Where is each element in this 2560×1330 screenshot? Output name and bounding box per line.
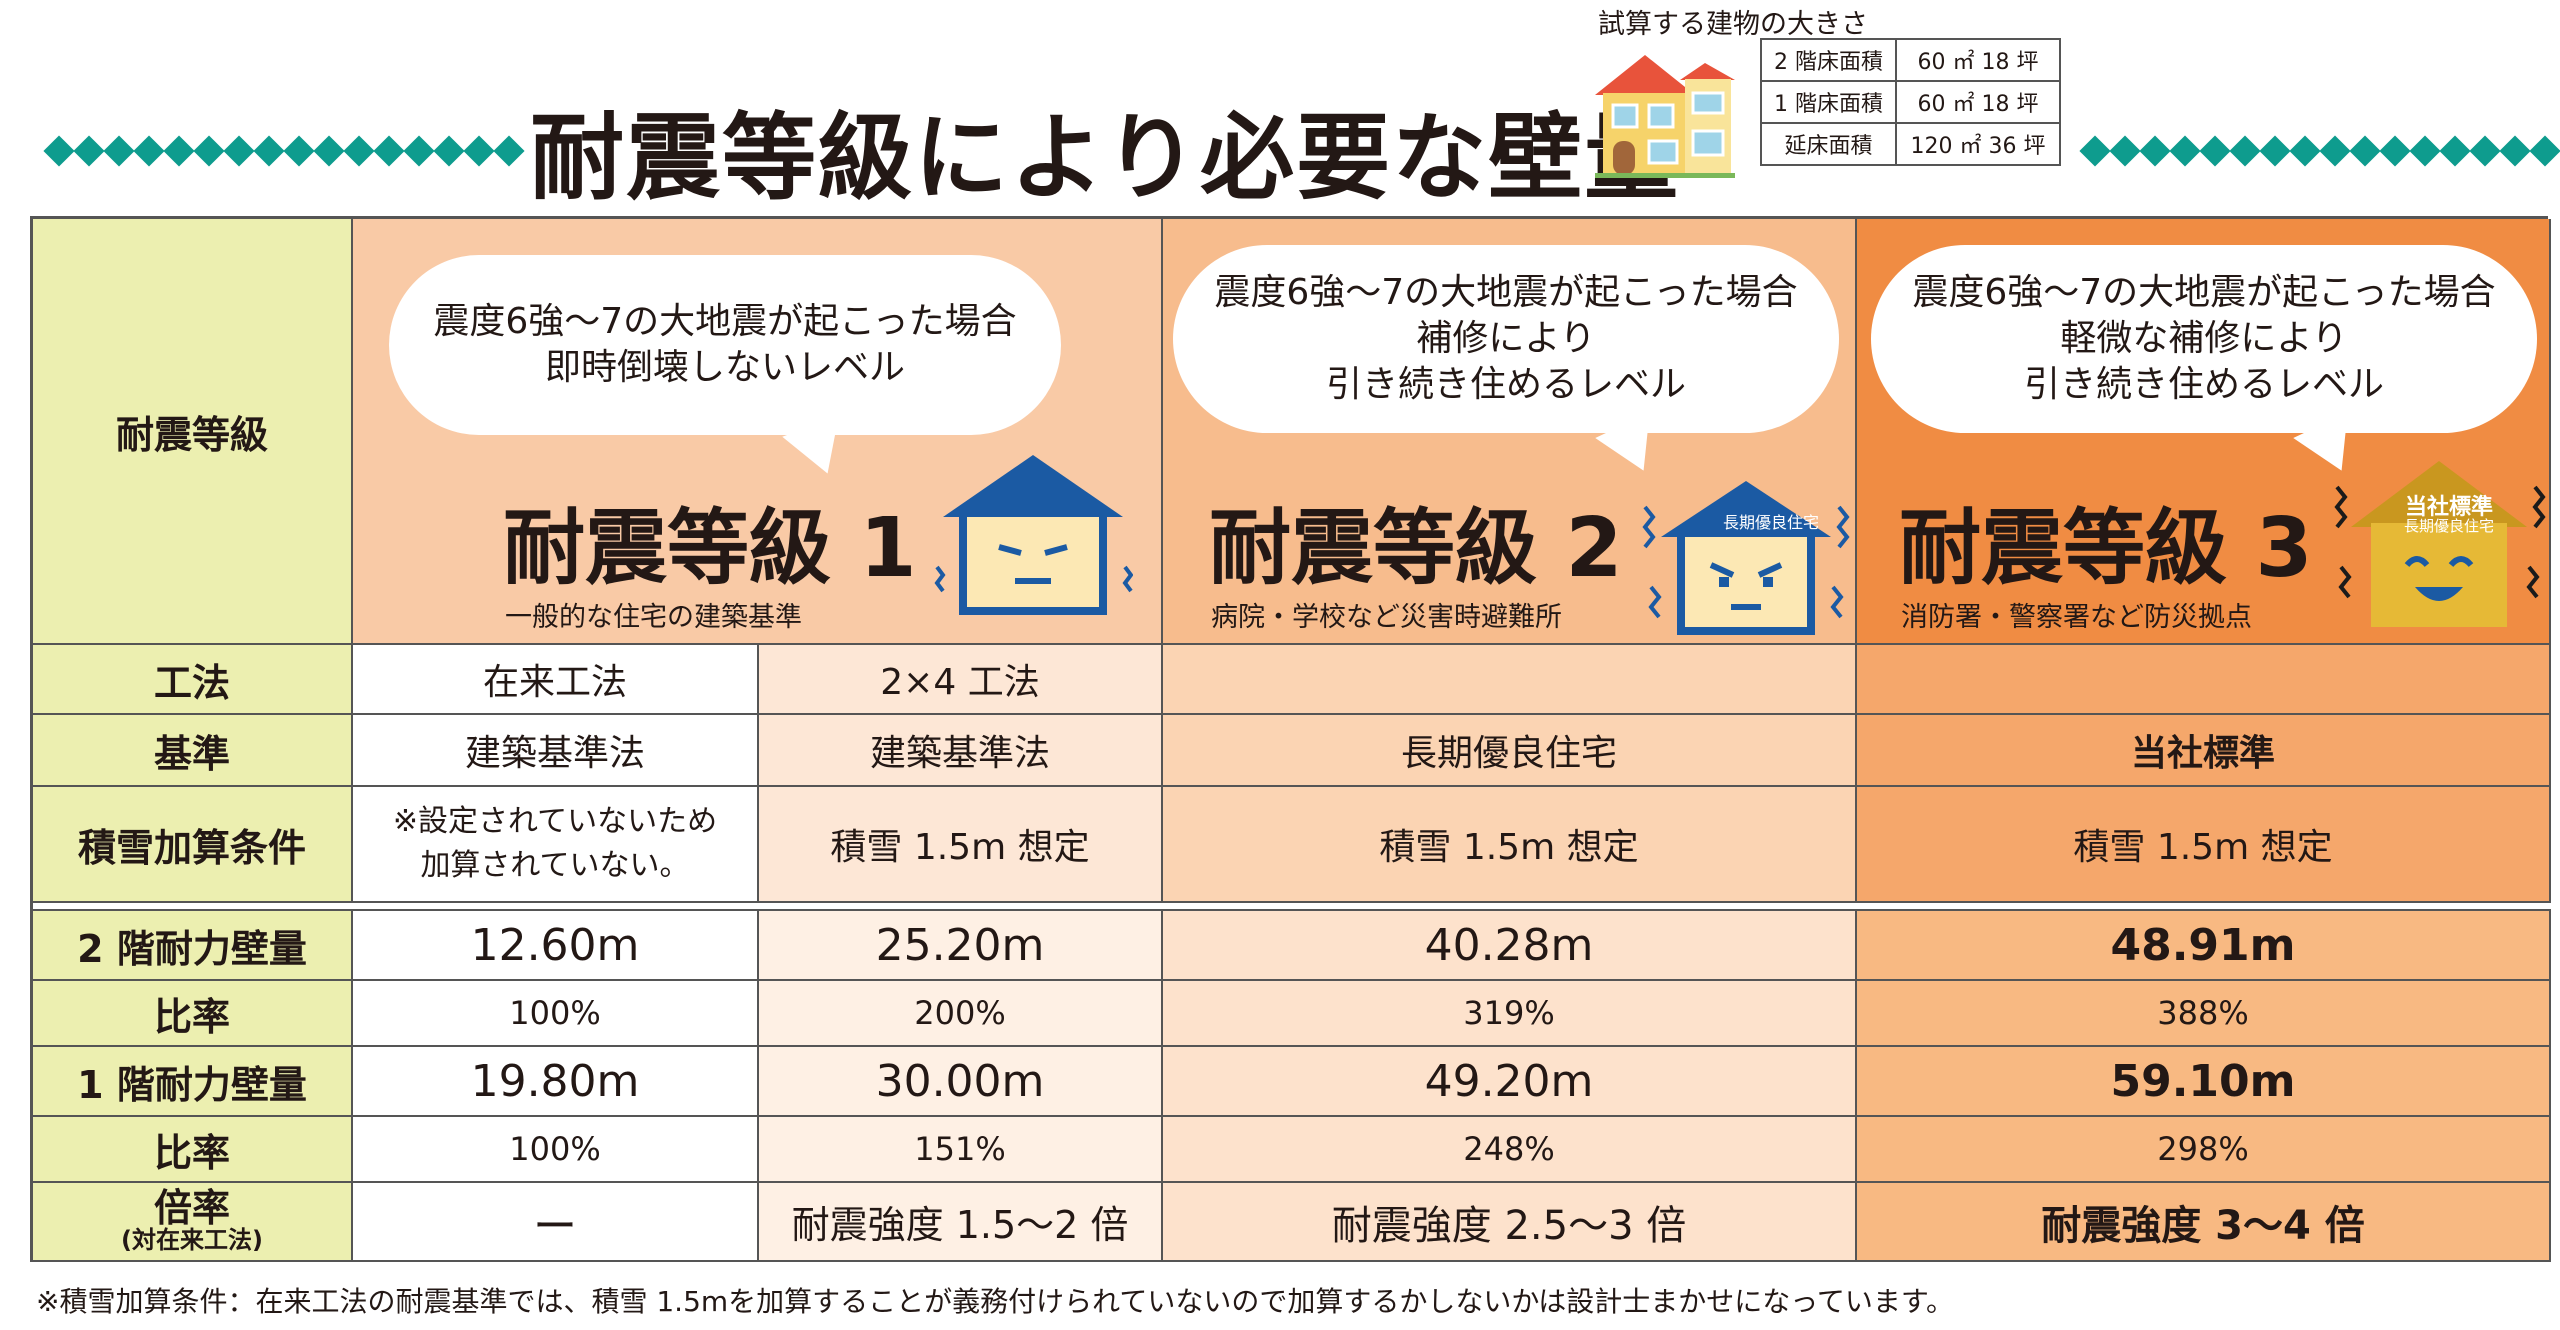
wall1-grade-3: 59.10m: [1857, 1047, 2551, 1117]
grade-2-title: 耐震等級 2: [1209, 501, 1623, 596]
label-snow-condition: 積雪加算条件: [33, 787, 353, 903]
grade-1-title: 耐震等級 1: [503, 501, 917, 596]
ratio1-conventional: 100%: [353, 1117, 759, 1183]
label-1f-wall: 1 階耐力壁量: [33, 1047, 353, 1117]
method-conventional: 在来工法: [353, 645, 759, 715]
standard-conventional: 建築基準法: [353, 715, 759, 787]
multiplier-conventional: ー: [353, 1183, 759, 1262]
table-row: 1 階床面積 60 ㎡ 18 坪: [1760, 80, 2061, 124]
wall2-grade-3: 48.91m: [1857, 911, 2551, 981]
ratio1-grade-2: 248%: [1163, 1117, 1857, 1183]
grade-3-title: 耐震等級 3: [1899, 501, 2313, 596]
building-size-caption: 試算する建物の大きさ: [1598, 9, 1868, 40]
determined-house-icon: [1642, 481, 1850, 635]
snow-2x4: 積雪 1.5m 想定: [759, 787, 1163, 903]
grade-3-panel: 震度6強～7の大地震が起こった場合 軽微な補修により 引き続き住めるレベル 耐震…: [1857, 219, 2551, 645]
footnote: ※積雪加算条件：在来工法の耐震基準では、積雪 1.5mを加算することが義務付けら…: [36, 1285, 1955, 1318]
multiplier-grade-2: 耐震強度 2.5～3 倍: [1163, 1183, 1857, 1262]
seismic-grade-table: 耐震等級 震度6強～7の大地震が起こった場合 即時倒壊しないレベル 耐震等級 1…: [30, 216, 2551, 1262]
grade-2-panel: 震度6強～7の大地震が起こった場合 補修により 引き続き住めるレベル 耐震等級 …: [1163, 219, 1857, 645]
grade-2-roof-label: 長期優良住宅: [1722, 513, 1819, 532]
snow-grade-3: 積雪 1.5m 想定: [1857, 787, 2551, 903]
page-title: 耐震等級により必要な壁量: [530, 104, 1681, 213]
snow-grade-2: 積雪 1.5m 想定: [1163, 787, 1857, 903]
grade-1-speech-bubble: 震度6強～7の大地震が起こった場合 即時倒壊しないレベル: [389, 255, 1061, 484]
standard-grade-2: 長期優良住宅: [1163, 715, 1857, 787]
calm-house-icon: [934, 455, 1133, 615]
wall1-conventional: 19.80m: [353, 1047, 759, 1117]
label-grade: 耐震等級: [33, 219, 353, 645]
ratio2-grade-3: 388%: [1857, 981, 2551, 1047]
grade-2-subtitle: 病院・学校など災害時避難所: [1211, 602, 1562, 633]
grade-1-panel: 震度6強～7の大地震が起こった場合 即時倒壊しないレベル 耐震等級 1 一般的な…: [353, 219, 1163, 645]
house-illustration-icon: [1595, 55, 1735, 178]
building-size-table: 2 階床面積 60 ㎡ 18 坪 1 階床面積 60 ㎡ 18 坪 延床面積 120 …: [1760, 38, 2061, 166]
multiplier-2x4: 耐震強度 1.5～2 倍: [759, 1183, 1163, 1262]
grade-1-subtitle: 一般的な住宅の建築基準: [505, 602, 802, 633]
standard-grade-3: 当社標準: [1857, 715, 2551, 787]
grade-3-roof-label-secondary: 長期優良住宅: [2403, 517, 2494, 535]
grade-3-subtitle: 消防署・警察署など防災拠点: [1901, 602, 2252, 633]
label-method: 工法: [33, 645, 353, 715]
ratio1-grade-3: 298%: [1857, 1117, 2551, 1183]
ratio2-2x4: 200%: [759, 981, 1163, 1047]
grade-3-roof-label-primary: 当社標準: [2404, 495, 2493, 520]
table-row: 延床面積 120 ㎡ 36 坪: [1760, 122, 2061, 166]
grade-3-speech-bubble: 震度6強～7の大地震が起こった場合 軽微な補修により 引き続き住めるレベル: [1871, 245, 2537, 484]
label-ratio-1f: 比率: [33, 1117, 353, 1183]
grade-2-speech-bubble: 震度6強～7の大地震が起こった場合 補修により 引き続き住めるレベル: [1173, 245, 1839, 484]
wall2-conventional: 12.60m: [353, 911, 759, 981]
wall2-2x4: 25.20m: [759, 911, 1163, 981]
left-diamond-border: [44, 136, 524, 166]
label-ratio-2f: 比率: [33, 981, 353, 1047]
method-grade-3: [1857, 645, 2551, 715]
ratio2-conventional: 100%: [353, 981, 759, 1047]
wall1-grade-2: 49.20m: [1163, 1047, 1857, 1117]
label-2f-wall: 2 階耐力壁量: [33, 911, 353, 981]
right-diamond-border: [2080, 136, 2560, 166]
table-row: 2 階床面積 60 ㎡ 18 坪: [1760, 38, 2061, 82]
label-multiplier: 倍率 (対在来工法): [33, 1183, 353, 1262]
method-grade-2: [1163, 645, 1857, 715]
smiling-gold-house-icon: [2334, 461, 2546, 627]
label-standard: 基準: [33, 715, 353, 787]
ratio1-2x4: 151%: [759, 1117, 1163, 1183]
ratio2-grade-2: 319%: [1163, 981, 1857, 1047]
method-2x4: 2×4 工法: [759, 645, 1163, 715]
multiplier-grade-3: 耐震強度 3～4 倍: [1857, 1183, 2551, 1262]
snow-conventional: ※設定されていないため 加算されていない。: [353, 787, 759, 903]
standard-2x4: 建築基準法: [759, 715, 1163, 787]
wall2-grade-2: 40.28m: [1163, 911, 1857, 981]
section-divider: [33, 903, 2551, 911]
wall1-2x4: 30.00m: [759, 1047, 1163, 1117]
